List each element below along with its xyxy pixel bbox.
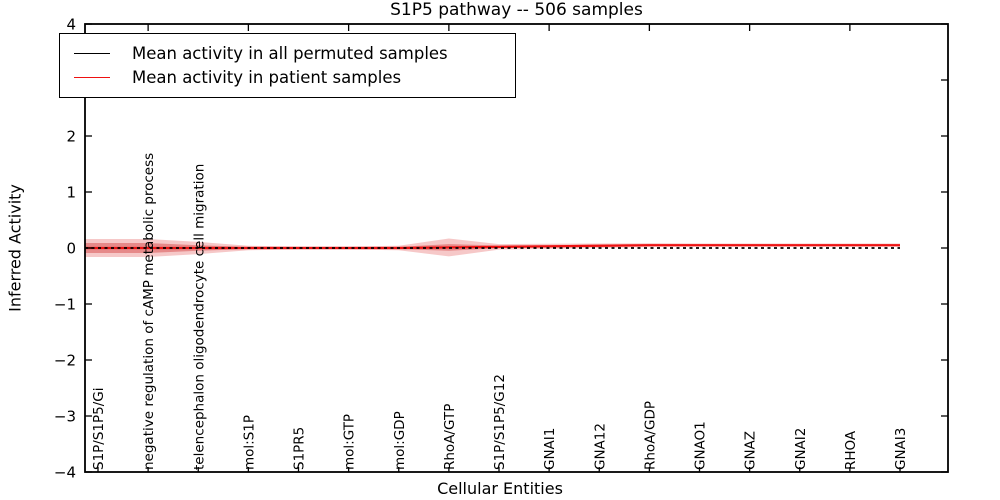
x-tick-label: mol:GDP — [392, 411, 408, 470]
x-tick-label: S1P/S1P5/G12 — [492, 374, 508, 470]
x-tick-label: RhoA/GTP — [442, 404, 458, 470]
legend-label-permuted: Mean activity in all permuted samples — [132, 43, 448, 63]
legend-line-sample-red — [74, 77, 110, 79]
x-tick-label: GNAI3 — [893, 428, 909, 470]
x-tick-label: GNAZ — [743, 431, 759, 470]
x-tick-label: GNAO1 — [693, 421, 709, 470]
x-tick-label: GNAI2 — [793, 428, 809, 470]
x-tick-label: telencephalon oligodendrocyte cell migra… — [191, 164, 207, 470]
x-axis-title: Cellular Entities — [437, 479, 563, 498]
chart-title: S1P5 pathway -- 506 samples — [390, 0, 643, 20]
y-tick-label: 1 — [66, 184, 76, 202]
x-tick-label: RhoA/GDP — [642, 401, 658, 470]
x-tick-label: RHOA — [843, 430, 859, 470]
y-tick-label: −1 — [54, 296, 76, 314]
legend-line-sample-black — [74, 52, 110, 54]
legend-entry-permuted: Mean activity in all permuted samples — [74, 41, 515, 65]
x-tick-label: mol:S1P — [241, 415, 257, 470]
x-tick-label: negative regulation of cAMP metabolic pr… — [141, 153, 157, 470]
x-tick-label: mol:GTP — [342, 414, 358, 470]
legend-entry-patient: Mean activity in patient samples — [74, 66, 515, 90]
x-tick-label: S1P/S1P5/Gi — [91, 388, 107, 471]
y-tick-label: −4 — [54, 464, 76, 482]
legend-label-patient: Mean activity in patient samples — [132, 68, 402, 88]
y-tick-label: 0 — [66, 240, 76, 258]
y-axis-title: Inferred Activity — [5, 184, 25, 312]
legend: Mean activity in all permuted samples Me… — [59, 33, 516, 98]
y-tick-label: −3 — [54, 408, 76, 426]
y-tick-label: 2 — [66, 128, 76, 146]
x-tick-label: S1PR5 — [292, 427, 308, 470]
x-tick-label: GNA12 — [592, 423, 608, 470]
y-tick-label: 4 — [66, 16, 76, 34]
y-tick-label: −2 — [54, 352, 76, 370]
x-tick-label: GNAI1 — [542, 428, 558, 470]
